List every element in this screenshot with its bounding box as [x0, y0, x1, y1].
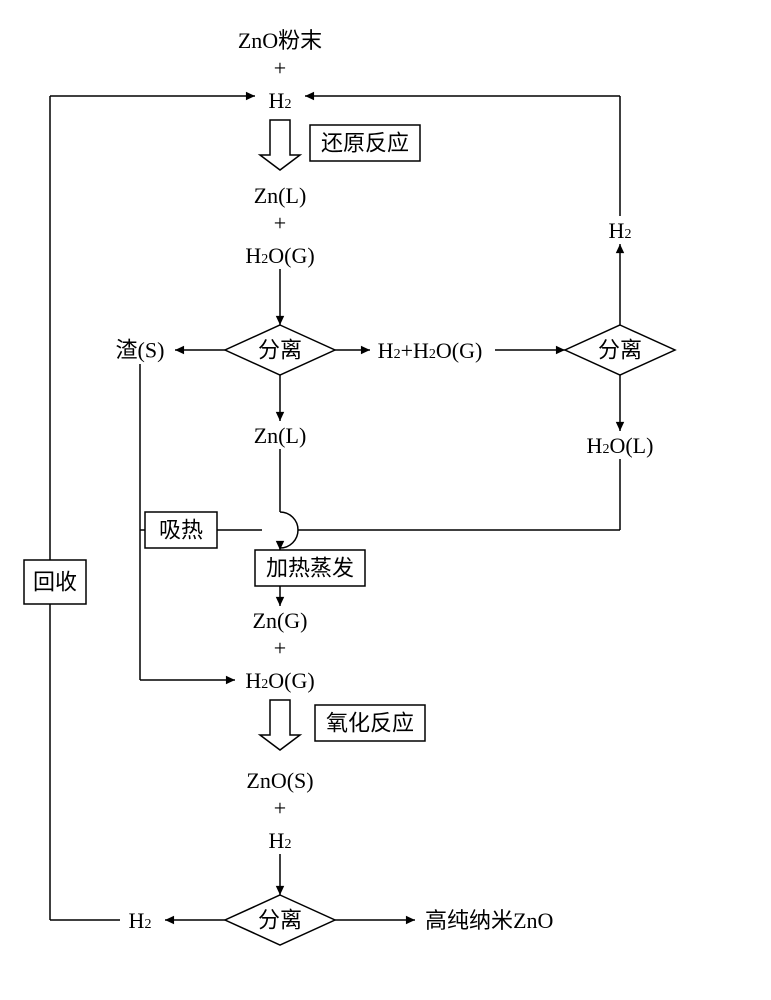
h2o-g-label: H2O(G) — [245, 243, 314, 268]
zno-s-label: ZnO(S) — [246, 768, 313, 793]
zno-powder-label: ZnO粉末 — [238, 28, 322, 53]
to-sep1 — [276, 269, 284, 325]
zn-l2-label: Zn(L) — [254, 423, 307, 448]
sep1-to-slag — [175, 346, 225, 354]
plus2-label: + — [274, 211, 286, 236]
h2-bot-label: H2 — [269, 828, 292, 853]
absorb-heat-label: 吸热 — [159, 518, 203, 543]
sep1-label: 分离 — [258, 338, 302, 363]
reduction-label: 还原反应 — [321, 131, 409, 156]
right-h2-to-top — [305, 92, 620, 100]
hollow-arrow-reduction — [260, 120, 300, 170]
slag-label: 渣(S) — [116, 338, 165, 363]
heat-evap-label: 加热蒸发 — [266, 556, 354, 581]
sep1-to-h2h2o — [335, 346, 370, 354]
h2o-l-label: H2O(L) — [587, 433, 654, 458]
sep3-label: 分离 — [258, 908, 302, 933]
h2h2o-to-sep2 — [495, 346, 565, 354]
sep3-to-h2left — [165, 916, 225, 924]
to-sep3 — [276, 854, 284, 895]
high-pure-label: 高纯纳米ZnO — [425, 908, 553, 933]
left-recycle-to-h2 — [50, 92, 255, 100]
hollow-arrow-oxidation — [260, 700, 300, 750]
znl-down-b — [276, 541, 284, 550]
sep2-label: 分离 — [598, 338, 642, 363]
sep2-to-h2ol — [616, 375, 624, 431]
plus-label: + — [274, 56, 286, 81]
heatevap-to-zng — [276, 586, 284, 606]
oxidation-label: 氧化反应 — [326, 711, 414, 736]
h2-bot-left-label: H2 — [129, 908, 152, 933]
h2-h2o-g-label: H2+H2O(G) — [378, 338, 483, 363]
sep1-to-znl — [276, 375, 284, 421]
recycle-label: 回收 — [33, 570, 77, 595]
sep2-up-to-h2 — [616, 244, 624, 325]
h2o-g2-label: H2O(G) — [245, 668, 314, 693]
slag-to-h2og2 — [140, 676, 235, 684]
plus4-label: + — [274, 636, 286, 661]
sep3-to-highpure — [335, 916, 415, 924]
zn-l-label: Zn(L) — [254, 183, 307, 208]
zn-g-label: Zn(G) — [253, 608, 308, 633]
h2-right-label: H2 — [609, 218, 632, 243]
h2-top-label: H2 — [269, 88, 292, 113]
plus5-label: + — [274, 796, 286, 821]
